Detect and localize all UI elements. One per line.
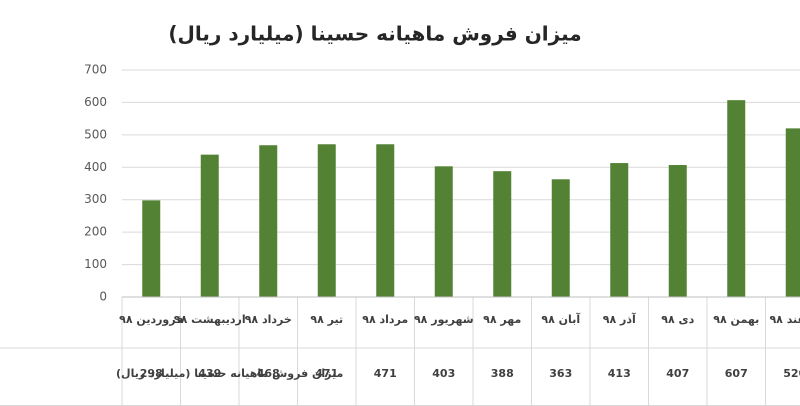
y-tick-label: 300 [84, 192, 107, 206]
bar [610, 163, 629, 297]
table-value: 439 [198, 367, 221, 380]
bar [317, 144, 336, 297]
x-tick-label: آذر ۹۸ [603, 312, 636, 326]
chart-title: میزان فروش ماهیانه حسینا (میلیارد ریال) [168, 22, 581, 46]
x-tick-label: اسفند ۹۸ [769, 313, 800, 326]
x-tick-label: مرداد ۹۸ [362, 313, 408, 326]
bar [434, 166, 453, 297]
table-value: 388 [491, 367, 514, 380]
x-tick-label: بهمن ۹۸ [713, 313, 759, 326]
table-value: 468 [257, 367, 280, 380]
bar [727, 100, 746, 297]
bar [785, 128, 800, 297]
y-tick-label: 100 [84, 257, 107, 271]
x-tick-label: دی ۹۸ [661, 313, 694, 326]
table-value: 403 [432, 367, 455, 380]
bar [200, 154, 219, 297]
series-name: میزان فروش ماهیانه حسینا (میلیارد ریال) [116, 367, 343, 380]
y-tick-label: 500 [84, 127, 107, 141]
bar [142, 200, 161, 297]
bar [551, 179, 570, 297]
bar [493, 171, 512, 297]
y-tick-label: 0 [99, 290, 107, 304]
x-tick-label: آبان ۹۸ [541, 312, 580, 326]
table-value: 407 [666, 367, 689, 380]
bar [259, 145, 278, 297]
y-tick-label: 400 [84, 160, 107, 174]
x-tick-label: خرداد ۹۸ [245, 313, 292, 326]
y-tick-label: 600 [84, 95, 107, 109]
table-value: 607 [725, 367, 748, 380]
table-value: 363 [549, 367, 572, 380]
y-tick-label: 700 [84, 63, 107, 77]
x-tick-label: مهر ۹۸ [483, 313, 521, 326]
x-tick-label: تیر ۹۸ [310, 313, 343, 326]
table-value: 471 [315, 367, 338, 380]
y-tick-label: 200 [84, 225, 107, 239]
bar [376, 144, 395, 297]
x-tick-label: فروردین ۹۸ [119, 313, 183, 326]
table-value: 298 [140, 367, 163, 380]
table-value: 520 [783, 367, 800, 380]
bar [668, 165, 687, 297]
x-tick-label: شهریور ۹۸ [414, 313, 474, 326]
table-value: 413 [608, 367, 631, 380]
x-tick-label: اردیبهشت ۹۸ [174, 313, 246, 326]
table-value: 471 [374, 367, 397, 380]
